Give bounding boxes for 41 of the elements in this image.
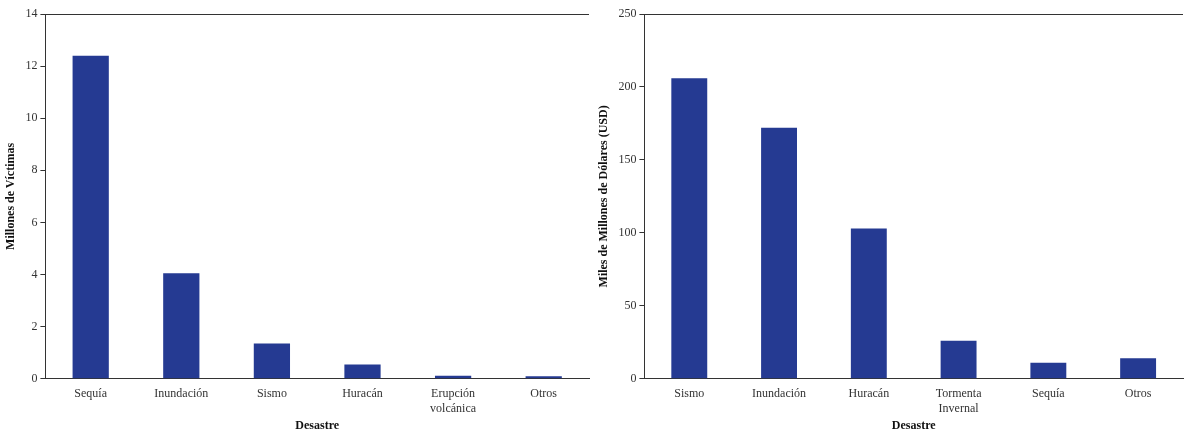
y-tick-label: 14 [25,6,38,21]
x-tick-label: Sismo [674,386,705,401]
y-tick-label: 6 [31,214,38,229]
x-tick-label: Sismo [256,386,287,401]
y-tick-label: 100 [618,225,637,240]
y-tick-label: 0 [31,370,38,385]
bar [671,78,708,379]
x-tick-label: Otros [530,386,558,401]
bar [761,127,797,379]
y-tick-label: 4 [31,266,38,281]
bar [940,340,977,379]
bar [525,376,562,379]
x-axis-title: Desastre [891,417,937,432]
y-tick-label: 250 [618,6,637,21]
x-tick-label: Tormenta Invernal [935,386,983,415]
bar [850,228,887,379]
x-tick-label: Huracán [848,386,890,401]
x-tick-label: Inundación [752,386,807,401]
y-axis-title: Millones de Víctimas [3,142,18,250]
x-axis-title: Desastre [295,417,340,432]
y-tick-label: 12 [25,58,38,73]
y-tick-label: 10 [25,110,38,125]
bar [1120,358,1157,379]
x-tick-label: Sequía [1032,386,1066,401]
x-tick-label: Otros [1124,386,1152,401]
x-tick-label: Inundación [154,386,209,401]
y-tick-label: 2 [31,318,38,333]
y-axis-title: Miles de Millones de Dólares (USD) [596,105,611,288]
y-tick-label: 0 [630,370,637,385]
y-tick-label: 200 [618,79,637,94]
x-tick-label: Erupción volcánica [430,386,477,415]
y-tick-label: 50 [624,298,637,312]
x-tick-label: Sequía [74,386,108,401]
y-tick-label: 150 [618,152,637,167]
x-tick-label: Huracán [342,386,383,401]
bar [163,273,200,379]
bar [253,343,291,379]
bar [344,364,381,379]
bar [72,55,109,379]
bar [1030,362,1067,379]
y-tick-label: 8 [31,162,38,177]
